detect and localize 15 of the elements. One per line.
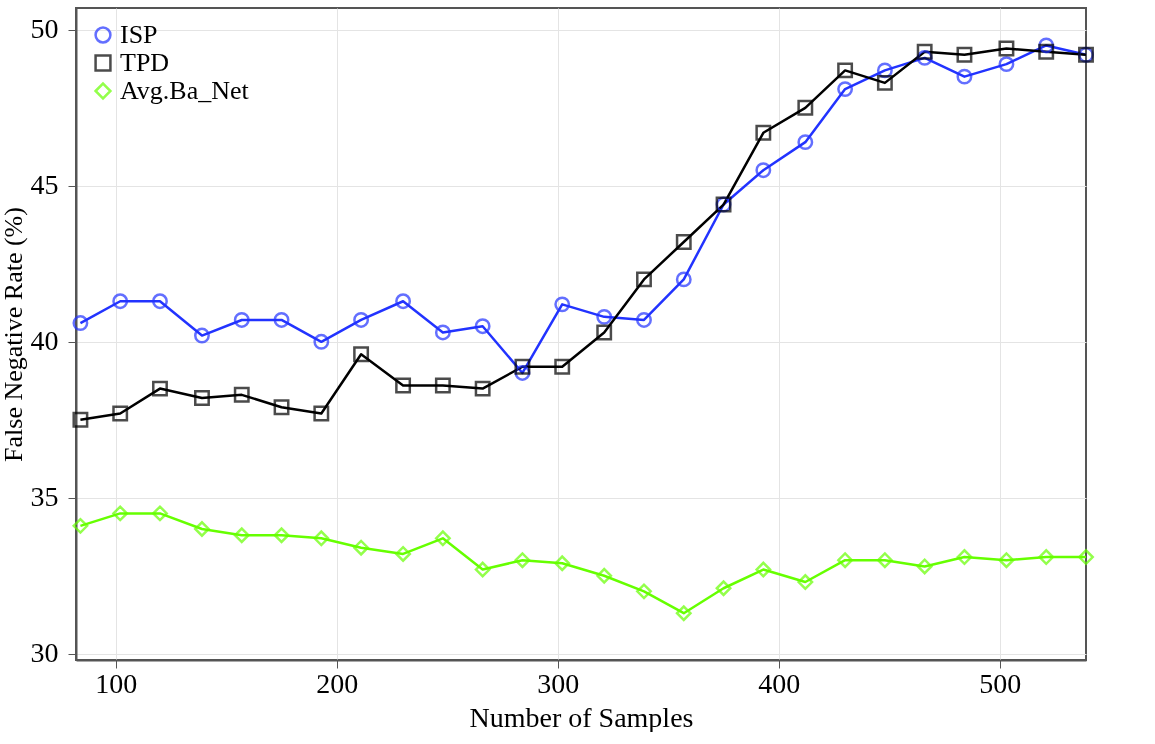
x-tick-label: 100: [95, 667, 138, 699]
legend-label: Avg.Ba_Net: [120, 76, 250, 105]
x-tick-label: 500: [979, 667, 1022, 699]
legend-label: ISP: [120, 20, 158, 49]
y-tick-label: 45: [30, 169, 59, 201]
y-tick-label: 30: [30, 637, 59, 669]
x-tick-label: 300: [537, 667, 580, 699]
x-axis-title: Number of Samples: [469, 701, 694, 733]
y-axis-title: False Negative Rate (%): [0, 207, 28, 462]
y-tick-label: 35: [30, 481, 59, 513]
legend-label: TPD: [120, 48, 170, 77]
x-tick-label: 400: [758, 667, 801, 699]
y-tick-label: 40: [30, 325, 59, 357]
y-tick-label: 50: [30, 13, 59, 45]
x-tick-label: 200: [316, 667, 359, 699]
